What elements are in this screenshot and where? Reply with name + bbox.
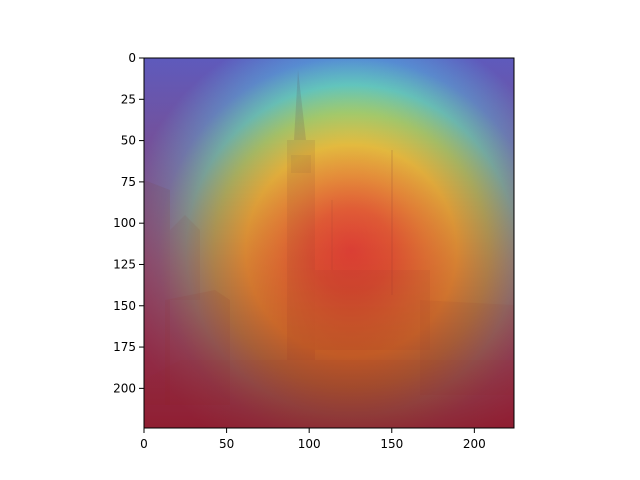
bottom-heat-band [144,58,514,428]
image-plot-area [144,58,514,428]
y-tick-label: 50 [121,134,136,148]
x-tick-label: 0 [140,437,148,451]
y-tick-label: 100 [113,216,136,230]
x-tick-label: 100 [298,437,321,451]
x-axis: 0 50 100 150 200 [140,428,486,451]
axes-frame [143,57,515,429]
y-tick-label: 125 [113,257,136,271]
y-tick-label: 75 [121,175,136,189]
x-tick-label: 150 [380,437,403,451]
y-axis: 0 25 50 75 100 125 150 175 200 [113,51,144,395]
y-tick-label: 200 [113,381,136,395]
y-tick-label: 0 [128,51,136,65]
y-tick-label: 175 [113,340,136,354]
x-tick-label: 50 [219,437,234,451]
y-tick-label: 25 [121,92,136,106]
x-tick-label: 200 [463,437,486,451]
y-tick-label: 150 [113,299,136,313]
